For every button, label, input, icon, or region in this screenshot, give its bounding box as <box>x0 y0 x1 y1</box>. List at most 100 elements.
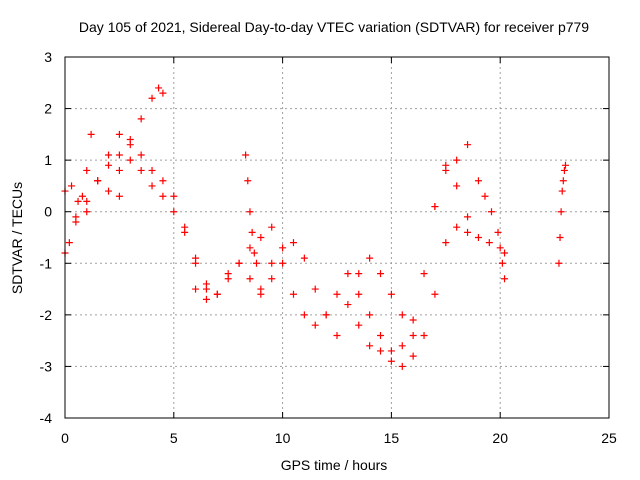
y-tick-label: 0 <box>44 204 52 220</box>
data-point <box>420 331 428 339</box>
data-point <box>105 151 113 159</box>
data-point <box>115 130 123 138</box>
data-point <box>559 177 567 185</box>
data-point <box>344 270 352 278</box>
data-point <box>464 228 472 236</box>
data-point <box>159 89 167 97</box>
data-point <box>387 357 395 365</box>
data-point <box>398 311 406 319</box>
data-point <box>501 249 509 257</box>
y-tick-label: 3 <box>44 49 52 65</box>
series-trace-h <box>279 223 509 370</box>
data-point <box>387 290 395 298</box>
data-point <box>72 213 80 221</box>
data-point <box>268 223 276 231</box>
data-point <box>420 270 428 278</box>
series-trace-i <box>355 141 472 365</box>
data-point <box>481 192 489 200</box>
data-point <box>115 192 123 200</box>
y-tick-label: -2 <box>40 307 53 323</box>
data-point <box>148 94 156 102</box>
data-point <box>355 270 363 278</box>
data-point <box>431 203 439 211</box>
data-point <box>377 270 385 278</box>
data-point <box>322 311 330 319</box>
data-point <box>464 141 472 149</box>
data-point <box>94 177 102 185</box>
data-point <box>498 259 506 267</box>
data-point <box>83 166 91 174</box>
data-point <box>235 259 243 267</box>
data-point <box>558 187 566 195</box>
data-point <box>561 161 569 169</box>
data-point <box>300 311 308 319</box>
data-point <box>453 156 461 164</box>
data-point <box>300 254 308 262</box>
series-trace-c <box>72 130 123 221</box>
data-point <box>170 208 178 216</box>
y-tick-label: 1 <box>44 152 52 168</box>
data-point <box>105 187 113 195</box>
data-point <box>366 254 374 262</box>
data-point <box>159 177 167 185</box>
data-point <box>155 84 163 92</box>
axis-tick-labels: 0 5 10 15 20 25 -4 -3 -2 -1 0 1 2 3 <box>40 49 617 446</box>
data-point <box>442 161 450 169</box>
data-point <box>268 259 276 267</box>
data-point <box>442 239 450 247</box>
data-point <box>126 141 134 149</box>
data-point <box>355 321 363 329</box>
data-point <box>213 290 221 298</box>
data-point <box>268 275 276 283</box>
x-tick-label: 25 <box>601 430 617 446</box>
series-trace-g <box>257 239 417 339</box>
y-tick-label: -3 <box>40 358 53 374</box>
data-point <box>65 239 73 247</box>
y-tick-label: -1 <box>40 255 53 271</box>
data-point <box>248 228 256 236</box>
data-points <box>61 84 569 370</box>
data-point <box>159 192 167 200</box>
data-point <box>494 228 502 236</box>
data-point <box>289 239 297 247</box>
data-point <box>474 177 482 185</box>
data-point <box>409 331 417 339</box>
data-point <box>137 151 145 159</box>
data-point <box>355 290 363 298</box>
data-point <box>257 234 265 241</box>
data-point <box>202 295 210 303</box>
data-point <box>250 249 258 257</box>
series-trace-b <box>61 130 210 293</box>
data-point <box>377 347 385 355</box>
plot-frame <box>64 56 610 419</box>
data-point <box>377 331 385 339</box>
series-trace-f <box>242 151 260 267</box>
data-point <box>311 285 319 293</box>
data-point <box>557 208 565 216</box>
data-point <box>257 285 265 293</box>
data-point <box>137 115 145 123</box>
grid-lines <box>65 57 609 418</box>
y-axis-label: SDTVAR / TECUs <box>9 182 25 294</box>
data-point <box>311 321 319 329</box>
data-point <box>192 259 200 267</box>
data-point <box>366 342 374 350</box>
x-tick-label: 20 <box>492 430 508 446</box>
data-point <box>398 342 406 350</box>
data-point <box>496 244 504 252</box>
x-tick-label: 10 <box>275 430 291 446</box>
data-point <box>501 275 509 283</box>
data-point <box>409 316 417 324</box>
series-trace-e <box>192 259 276 303</box>
data-point <box>242 151 250 159</box>
series-trace-d <box>115 84 167 174</box>
data-point <box>279 244 287 252</box>
series-trace-j <box>431 161 509 283</box>
data-point <box>137 166 145 174</box>
data-point <box>74 197 82 205</box>
x-tick-label: 15 <box>384 430 400 446</box>
x-axis-label: GPS time / hours <box>281 457 388 473</box>
data-point <box>366 311 374 319</box>
series-trace-k <box>555 161 569 267</box>
data-point <box>485 239 493 247</box>
